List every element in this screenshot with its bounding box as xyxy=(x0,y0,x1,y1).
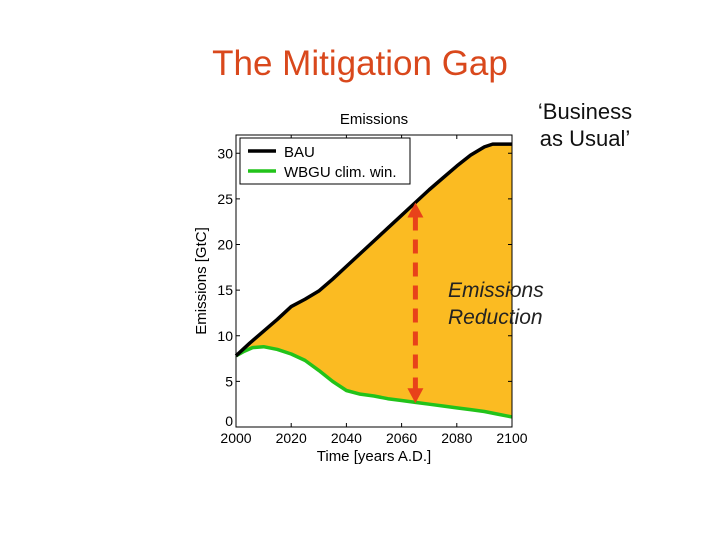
x-tick-label: 2080 xyxy=(441,430,472,446)
y-tick-label: 30 xyxy=(217,145,233,161)
plot-area xyxy=(234,142,513,419)
legend-box xyxy=(239,137,411,185)
axes: Emissions 2000 2020 2040 2060 2080 2100 0 5 10 15 2… xyxy=(193,111,528,465)
axes-box xyxy=(235,134,513,428)
business-as-usual-callout: ‘Business as Usual’ xyxy=(520,98,650,152)
reduction-line-2: Reduction xyxy=(448,306,543,329)
x-axis-label: Time [years A.D.] xyxy=(317,448,431,465)
chart-title: Emissions xyxy=(340,111,408,128)
x-tick-label: 2040 xyxy=(331,430,362,446)
y-tick-label: 20 xyxy=(217,237,233,253)
legend-entry-wbgu-label: WBGU clim. win. xyxy=(284,164,397,181)
y-tick-label: 0 xyxy=(225,413,233,429)
series-line-wbgu xyxy=(235,344,513,419)
y-axis-label: Emissions [GtC] xyxy=(193,227,210,335)
x-tick-label: 2100 xyxy=(496,430,527,446)
slide-title-text: The Mitigation Gap xyxy=(212,44,508,83)
legend-entry-bau-label: BAU xyxy=(284,144,315,161)
reduction-arrow-head-down xyxy=(407,388,424,404)
slide-title: The Mitigation Gap xyxy=(0,44,720,84)
legend: BAU WBGU clim. win. xyxy=(239,137,411,185)
y-tick-label: 10 xyxy=(217,328,233,344)
reduction-arrow xyxy=(407,202,424,404)
x-tick-label: 2000 xyxy=(220,430,251,446)
x-tick-label: 2020 xyxy=(276,430,307,446)
series-line-bau xyxy=(234,142,512,358)
reduction-arrow-head-up xyxy=(407,202,424,218)
mitigation-gap-area xyxy=(236,144,512,417)
y-tick-label: 5 xyxy=(225,373,233,389)
x-tick-label: 2060 xyxy=(386,430,417,446)
callout-line-2: as Usual’ xyxy=(539,126,631,151)
y-tick-label: 15 xyxy=(217,282,233,298)
y-tick-label: 25 xyxy=(217,191,233,207)
callout-line-1: ‘Business xyxy=(537,99,633,124)
reduction-line-1: Emissions xyxy=(448,279,544,302)
emissions-reduction-label: Emissions Reduction xyxy=(448,277,544,331)
